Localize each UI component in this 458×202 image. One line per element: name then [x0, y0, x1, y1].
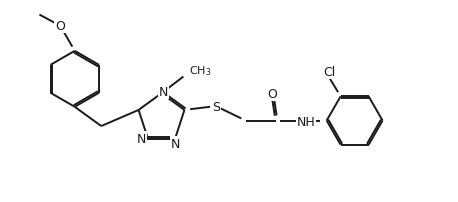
Text: N: N [171, 137, 180, 150]
Text: N: N [159, 85, 168, 98]
Text: Cl: Cl [323, 66, 335, 79]
Text: O: O [267, 88, 277, 101]
Text: NH: NH [296, 115, 315, 128]
Text: O: O [55, 20, 65, 33]
Text: S: S [212, 100, 220, 113]
Text: CH$_3$: CH$_3$ [189, 64, 212, 78]
Text: N: N [137, 133, 146, 146]
